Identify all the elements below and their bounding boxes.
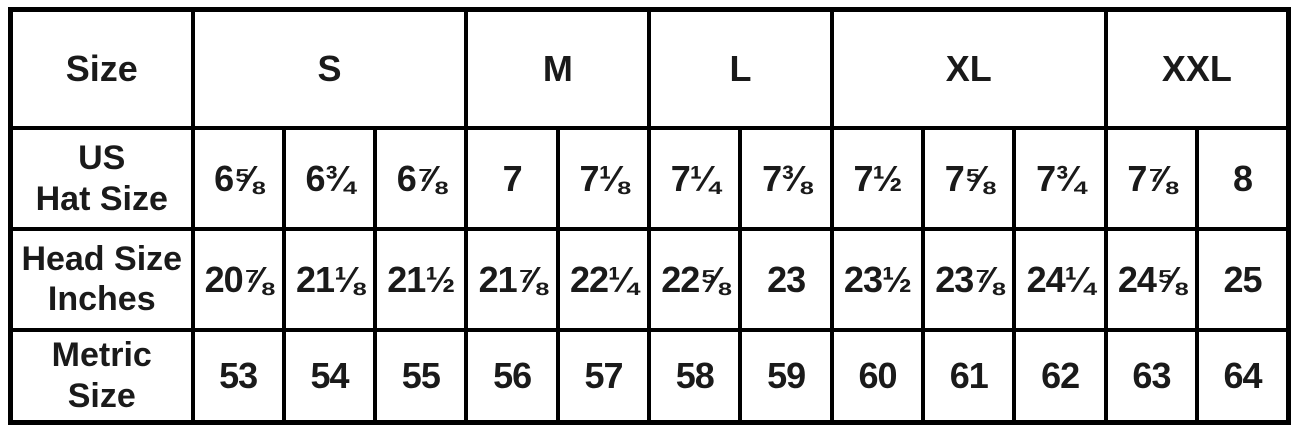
size-group-s: S — [190, 7, 469, 131]
head-size-inches-cell: 20⅞ — [190, 227, 286, 332]
metric-size-cell: 57 — [555, 327, 652, 425]
metric-size-cell: 61 — [921, 327, 1017, 425]
metric-size-cell: 62 — [1012, 327, 1108, 425]
us-hat-size-cell: 7¾ — [1012, 126, 1108, 232]
us-hat-size-cell: 7½ — [829, 126, 926, 232]
us-hat-size-cell: 7 — [464, 126, 560, 232]
us-hat-size-row: US Hat Size 6⅝ 6¾ 6⅞ 7 7⅛ 7¼ 7⅜ 7½ 7⅝ 7¾… — [8, 126, 1291, 232]
us-hat-size-cell: 7⅞ — [1103, 126, 1200, 232]
us-hat-size-cell: 7⅜ — [738, 126, 834, 232]
metric-size-cell: 58 — [647, 327, 743, 425]
hat-size-conversion-table: Size S M L XL XXL US Hat Size 6⅝ 6¾ 6⅞ 7… — [8, 7, 1291, 425]
row-header-metric-size: Metric Size — [8, 327, 195, 425]
size-group-xxl: XXL — [1103, 7, 1291, 131]
metric-size-cell: 59 — [738, 327, 834, 425]
corner-label-size: Size — [8, 7, 195, 131]
size-group-xl: XL — [829, 7, 1108, 131]
metric-size-row: Metric Size 53 54 55 56 57 58 59 60 61 6… — [8, 327, 1291, 425]
us-hat-size-cell: 7⅛ — [555, 126, 652, 232]
head-size-inches-cell: 21⅛ — [281, 227, 378, 332]
head-size-inches-cell: 24⅝ — [1103, 227, 1200, 332]
metric-size-cell: 56 — [464, 327, 560, 425]
metric-size-cell: 55 — [373, 327, 469, 425]
metric-size-cell: 53 — [190, 327, 286, 425]
row-header-us-hat-size: US Hat Size — [8, 126, 195, 232]
row-header-head-size-inches: Head Size Inches — [8, 227, 195, 332]
metric-size-cell: 60 — [829, 327, 926, 425]
size-group-l: L — [647, 7, 834, 131]
head-size-inches-cell: 25 — [1195, 227, 1291, 332]
us-hat-size-cell: 7¼ — [647, 126, 743, 232]
head-size-inches-cell: 23½ — [829, 227, 926, 332]
head-size-inches-cell: 21⅞ — [464, 227, 560, 332]
metric-size-cell: 54 — [281, 327, 378, 425]
head-size-inches-cell: 22¼ — [555, 227, 652, 332]
head-size-inches-cell: 21½ — [373, 227, 469, 332]
head-size-inches-row: Head Size Inches 20⅞ 21⅛ 21½ 21⅞ 22¼ 22⅝… — [8, 227, 1291, 332]
us-hat-size-cell: 7⅝ — [921, 126, 1017, 232]
metric-size-cell: 63 — [1103, 327, 1200, 425]
size-group-m: M — [464, 7, 652, 131]
head-size-inches-cell: 24¼ — [1012, 227, 1108, 332]
us-hat-size-cell: 6⅝ — [190, 126, 286, 232]
metric-size-cell: 64 — [1195, 327, 1291, 425]
head-size-inches-cell: 23 — [738, 227, 834, 332]
us-hat-size-cell: 6¾ — [281, 126, 378, 232]
head-size-inches-cell: 22⅝ — [647, 227, 743, 332]
size-group-header-row: Size S M L XL XXL — [8, 7, 1291, 131]
head-size-inches-cell: 23⅞ — [921, 227, 1017, 332]
us-hat-size-cell: 6⅞ — [373, 126, 469, 232]
us-hat-size-cell: 8 — [1195, 126, 1291, 232]
